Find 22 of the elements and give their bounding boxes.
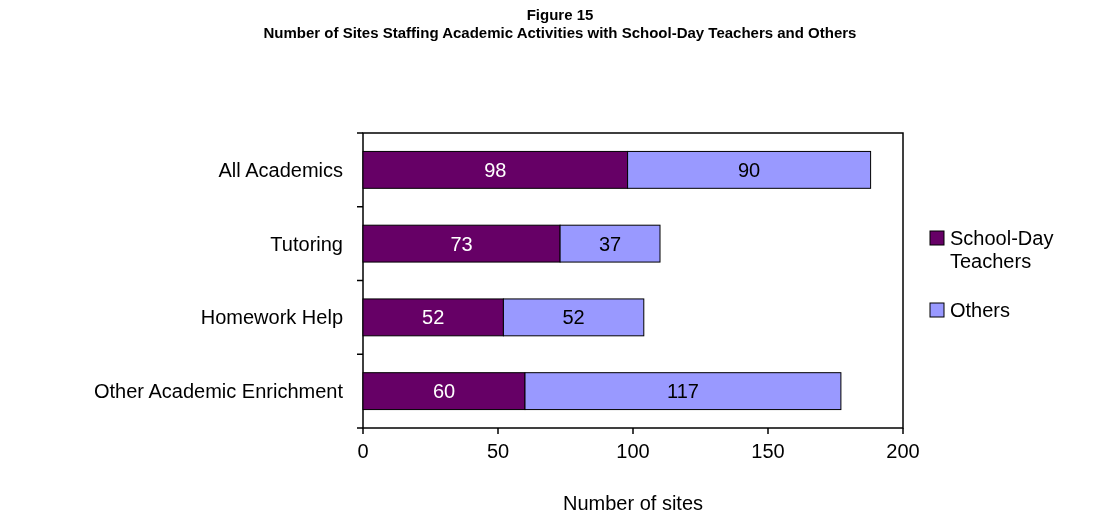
chart-title: Figure 15 <box>526 6 594 23</box>
y-tick-label: All Academics <box>218 158 343 181</box>
x-tick-label: 0 <box>357 440 369 462</box>
data-label: 98 <box>484 158 507 181</box>
data-label: 37 <box>598 232 622 255</box>
x-tick-label: 200 <box>886 440 920 462</box>
data-label: 60 <box>432 380 456 403</box>
data-label: 52 <box>422 306 445 329</box>
chart-subtitle: Number of Sites Staffing Academic Activities with School-Day Teachers and Others <box>263 24 857 41</box>
legend-label: School-Day Teachers <box>950 227 1054 272</box>
data-label: 73 <box>450 232 473 255</box>
y-tick-label: Tutoring <box>270 232 343 255</box>
data-label: 90 <box>737 158 761 181</box>
y-tick-label: Homework Help <box>200 306 343 329</box>
x-tick-label: 150 <box>751 440 785 462</box>
x-tick-label: 100 <box>616 440 650 462</box>
data-label: 52 <box>562 306 585 329</box>
legend-label: Others <box>950 299 1011 321</box>
data-label: 117 <box>667 380 699 403</box>
y-tick-label: Other Academic Enrichment <box>94 380 344 403</box>
x-tick-label: 50 <box>486 440 510 462</box>
x-axis-title: Number of sites <box>562 492 704 514</box>
